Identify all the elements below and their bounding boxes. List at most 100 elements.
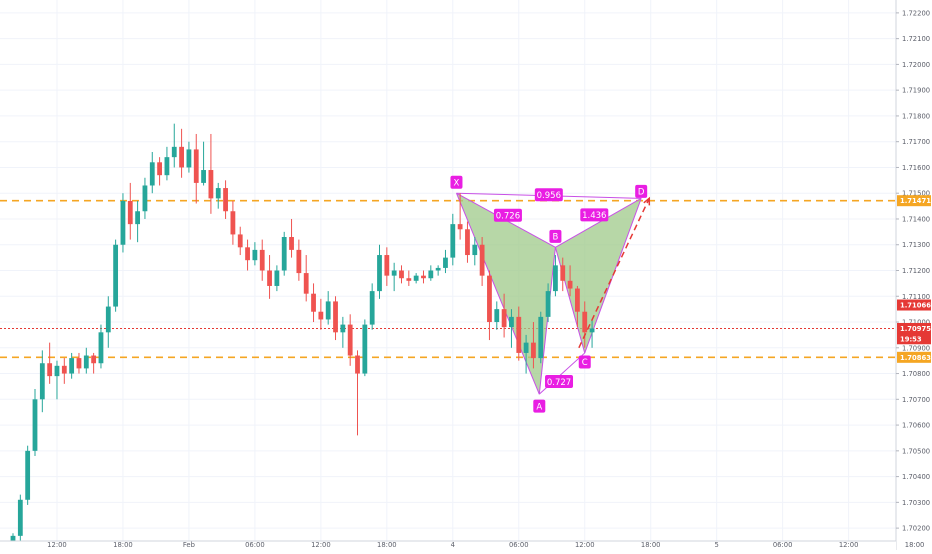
candle-body xyxy=(333,301,338,333)
ratio-label-1[interactable]: 0.956 xyxy=(534,188,563,202)
time-tick-label: 18:00 xyxy=(641,541,661,549)
candle-body xyxy=(567,280,573,289)
pattern-leg-cd xyxy=(584,198,642,354)
candle-body xyxy=(83,355,89,369)
price-tick-label: 1.70800 xyxy=(902,370,930,378)
price-axis-bg xyxy=(896,0,932,550)
candle-body xyxy=(347,324,353,356)
pattern-leg-bc xyxy=(554,247,586,354)
pattern-labels[interactable]: X A B C D 0.956 0.726 1.436 0.727 xyxy=(450,175,648,413)
time-tick-label: 06:00 xyxy=(509,541,529,549)
pattern-triangle-bcd[interactable] xyxy=(555,198,642,353)
candle-body xyxy=(274,270,280,286)
time-tick-label: 18:00 xyxy=(905,541,925,549)
candles xyxy=(10,123,595,552)
candle-body xyxy=(54,365,60,377)
ratio-label-2-text: 0.726 xyxy=(496,212,520,222)
candle-body xyxy=(487,275,492,323)
candle-body xyxy=(582,311,588,333)
price-axis[interactable]: 1.72200 1.72100 1.72000 1.71900 1.71800 1.717… xyxy=(895,0,932,550)
candle-body xyxy=(32,399,38,451)
ratio-label-3[interactable]: 1.436 xyxy=(580,208,609,222)
price-tick-label: 1.71200 xyxy=(902,267,930,275)
price-marker-label-box xyxy=(897,299,931,311)
price-tick-label: 1.70600 xyxy=(902,422,930,430)
price-tick-label: 1.71800 xyxy=(902,112,930,120)
pattern-triangle-xab[interactable] xyxy=(456,193,556,395)
price-tick-label: 1.70400 xyxy=(902,473,930,481)
candle-body xyxy=(516,316,522,353)
point-label-c-box xyxy=(578,355,591,369)
candle-body xyxy=(47,363,53,377)
point-label-c-text: C xyxy=(582,358,588,368)
candle-body xyxy=(384,255,390,276)
candle-body xyxy=(340,324,346,333)
candle-body xyxy=(391,270,397,276)
point-label-x-text: X xyxy=(454,179,460,189)
projection-line[interactable] xyxy=(578,196,651,349)
candle-body xyxy=(575,288,580,312)
candle-body xyxy=(149,162,155,186)
candle-body xyxy=(465,229,470,256)
candle-body xyxy=(318,311,324,320)
price-tick-label: 1.71300 xyxy=(902,241,930,249)
candle-body xyxy=(171,146,177,158)
time-tick-label: 5 xyxy=(715,541,719,549)
candle-body xyxy=(428,270,434,279)
price-tick-label: 1.70700 xyxy=(902,396,930,404)
candle-body xyxy=(39,363,45,400)
ratio-label-4[interactable]: 0.727 xyxy=(545,375,574,389)
price-marker-label-box xyxy=(897,322,931,334)
candle-body xyxy=(509,316,514,328)
time-axis-bg xyxy=(0,541,896,550)
candle-body xyxy=(450,224,456,258)
point-label-b-text: B xyxy=(552,233,558,243)
candle-body xyxy=(355,355,360,374)
candle-body xyxy=(523,342,529,353)
candle-body xyxy=(142,185,148,212)
price-level-label: 1.71471 xyxy=(900,197,931,205)
candle-body xyxy=(91,355,97,364)
candle-body xyxy=(589,328,595,333)
candle-body xyxy=(164,157,170,176)
candle-body xyxy=(237,234,243,248)
candle-body xyxy=(325,301,331,320)
candle-body xyxy=(120,200,126,245)
candle-body xyxy=(494,309,500,323)
time-axis[interactable]: 12:00 18:00 Feb 06:00 12:00 18:00 4 06:00 12:00 1… xyxy=(0,540,925,550)
projection-arrow-line[interactable] xyxy=(578,198,650,349)
candle-body xyxy=(435,267,441,271)
pattern-leg-ab xyxy=(538,247,556,395)
time-tick-label: 4 xyxy=(451,541,455,549)
time-tick-label: 12:00 xyxy=(575,541,595,549)
time-tick-label: 18:00 xyxy=(377,541,397,549)
ratio-label-3-text: 1.436 xyxy=(582,211,606,221)
candle-body xyxy=(560,265,566,281)
candle-body xyxy=(186,149,192,168)
candle-body xyxy=(531,342,536,359)
ratio-label-2[interactable]: 0.726 xyxy=(493,208,522,222)
candle-body xyxy=(413,275,419,281)
time-tick-label: 12:00 xyxy=(47,541,67,549)
price-marker-label: 19:53 xyxy=(900,335,922,343)
time-tick-label: 06:00 xyxy=(773,541,793,549)
ratio-label-1-box xyxy=(534,188,563,202)
candle-body xyxy=(230,211,236,235)
candle-body xyxy=(127,200,133,225)
candle-body xyxy=(289,237,294,250)
time-tick-label: 18:00 xyxy=(113,541,133,549)
point-label-a-text: A xyxy=(536,402,542,412)
point-label-a[interactable]: A xyxy=(533,399,546,413)
point-label-b[interactable]: B xyxy=(549,229,562,243)
price-marker-label: 1.71066 xyxy=(900,302,931,310)
price-tick-label: 1.71700 xyxy=(902,138,930,146)
candle-body xyxy=(377,255,382,292)
price-tick-label: 1.71000 xyxy=(902,319,930,327)
time-tick-label: 12:00 xyxy=(311,541,331,549)
point-label-c[interactable]: C xyxy=(578,355,591,369)
point-label-x[interactable]: X xyxy=(450,175,463,189)
candle-body xyxy=(443,257,448,268)
point-label-d[interactable]: D xyxy=(635,184,648,198)
